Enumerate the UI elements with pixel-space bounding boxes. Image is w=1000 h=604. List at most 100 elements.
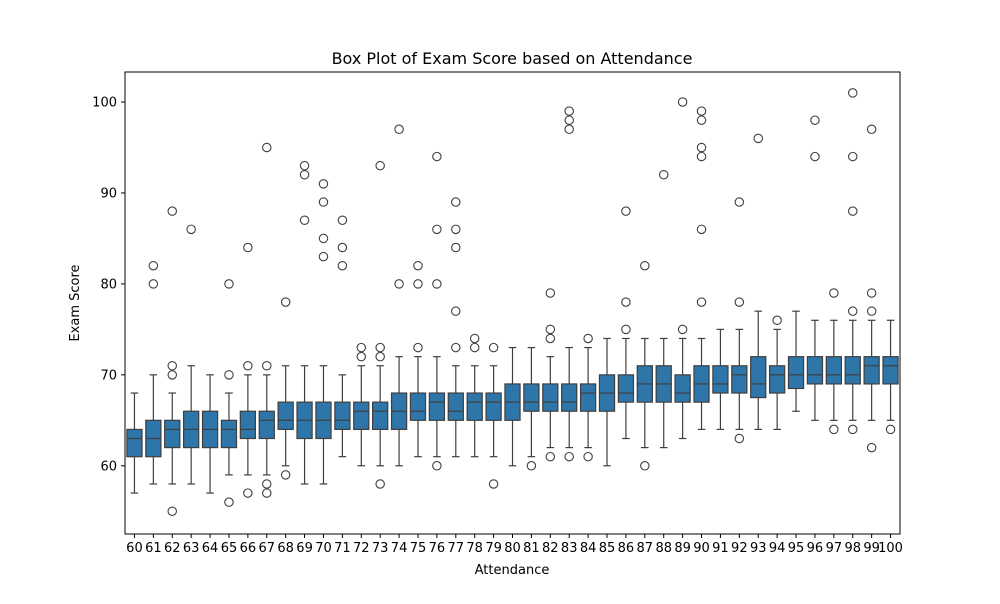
- y-tick-label: 90: [100, 186, 117, 201]
- box-body: [542, 383, 559, 412]
- outlier-point: [280, 297, 291, 307]
- box-83: [561, 106, 578, 462]
- outlier-point: [564, 115, 574, 125]
- box-body: [409, 392, 427, 421]
- box-64: [201, 374, 219, 494]
- x-tick-label: 95: [788, 541, 805, 556]
- outlier-point: [829, 288, 839, 298]
- x-tick-label: 76: [429, 541, 446, 556]
- box-70: [315, 179, 332, 485]
- outlier-point: [167, 361, 178, 371]
- box-body: [731, 365, 748, 394]
- outlier-point: [847, 88, 858, 98]
- box-85: [598, 337, 616, 467]
- x-tick-label: 88: [655, 541, 672, 556]
- outlier-point: [413, 260, 423, 271]
- box-97: [825, 288, 843, 435]
- box-74: [390, 124, 408, 467]
- x-tick-label: 68: [277, 541, 294, 556]
- outlier-point: [696, 224, 707, 235]
- x-tick-label: 71: [334, 541, 351, 556]
- y-tick-label: 80: [100, 277, 117, 292]
- outlier-point: [337, 215, 348, 225]
- outlier-point: [696, 297, 707, 307]
- outlier-point: [640, 260, 650, 271]
- outlier-point: [262, 361, 272, 371]
- box-67: [258, 142, 275, 498]
- box-body: [882, 356, 899, 385]
- x-tick-label: 86: [618, 541, 635, 556]
- outlier-point: [640, 461, 650, 471]
- box-62: [164, 206, 181, 517]
- outlier-point: [186, 224, 196, 235]
- box-body: [466, 392, 483, 421]
- box-body: [126, 428, 143, 458]
- outlier-point: [318, 179, 329, 189]
- outlier-point: [847, 151, 858, 162]
- outlier-point: [451, 224, 461, 235]
- outlier-point: [829, 424, 839, 435]
- outlier-point: [243, 361, 253, 371]
- y-tick-label: 60: [100, 459, 117, 474]
- outlier-point: [772, 315, 782, 326]
- box-body: [674, 374, 691, 403]
- x-tick-label: 90: [693, 541, 710, 556]
- x-tick-label: 85: [599, 541, 616, 556]
- box-body: [258, 410, 275, 440]
- y-axis-label: Exam Score: [68, 264, 83, 341]
- box-99: [863, 124, 880, 453]
- box-91: [712, 328, 729, 431]
- x-tick-label: 92: [731, 541, 748, 556]
- outlier-point: [866, 124, 877, 135]
- outlier-point: [677, 97, 688, 107]
- outlier-point: [734, 433, 745, 444]
- x-axis: 60 61 62 63 64 65 66 67 68 69 70 71 72 73 74 75 76 77 78 79…: [126, 534, 903, 556]
- box-88: [655, 170, 672, 449]
- outlier-point: [866, 306, 877, 316]
- outlier-point: [847, 306, 858, 316]
- outlier-point: [469, 333, 480, 344]
- outlier-point: [451, 197, 461, 207]
- outlier-point: [583, 333, 593, 344]
- x-tick-label: 91: [712, 541, 729, 556]
- box-76: [428, 151, 446, 471]
- x-tick-label: 87: [637, 541, 654, 556]
- outlier-point: [262, 142, 272, 153]
- box-body: [825, 356, 843, 385]
- x-axis-label: Attendance: [475, 563, 550, 578]
- box-81: [523, 346, 540, 471]
- outlier-point: [148, 279, 159, 289]
- box-79: [485, 342, 502, 489]
- outlier-point: [299, 215, 310, 225]
- x-tick-label: 65: [221, 541, 238, 556]
- outlier-point: [658, 170, 669, 180]
- outlier-point: [375, 342, 385, 353]
- outlier-point: [488, 479, 499, 489]
- x-tick-label: 99: [863, 541, 880, 556]
- outlier-point: [866, 442, 877, 453]
- box-92: [731, 197, 748, 444]
- outlier-point: [564, 106, 574, 116]
- outlier-point: [810, 151, 820, 162]
- outlier-point: [621, 206, 631, 216]
- box-body: [712, 365, 729, 394]
- box-body: [485, 392, 502, 421]
- outlier-point: [696, 142, 707, 153]
- x-tick-label: 73: [372, 541, 389, 556]
- outlier-point: [621, 297, 631, 307]
- box-90: [693, 106, 710, 431]
- box-73: [372, 160, 389, 489]
- outlier-point: [545, 451, 556, 462]
- outlier-point: [545, 288, 556, 298]
- box-94: [768, 315, 786, 431]
- outlier-point: [224, 370, 234, 380]
- x-tick-label: 79: [485, 541, 502, 556]
- box-93: [750, 133, 767, 431]
- x-tick-label: 66: [240, 541, 257, 556]
- outlier-point: [167, 506, 178, 517]
- box-body: [447, 392, 464, 421]
- box-body: [239, 410, 257, 440]
- x-tick-label: 64: [202, 541, 219, 556]
- outlier-point: [413, 342, 423, 353]
- x-tick-label: 67: [258, 541, 275, 556]
